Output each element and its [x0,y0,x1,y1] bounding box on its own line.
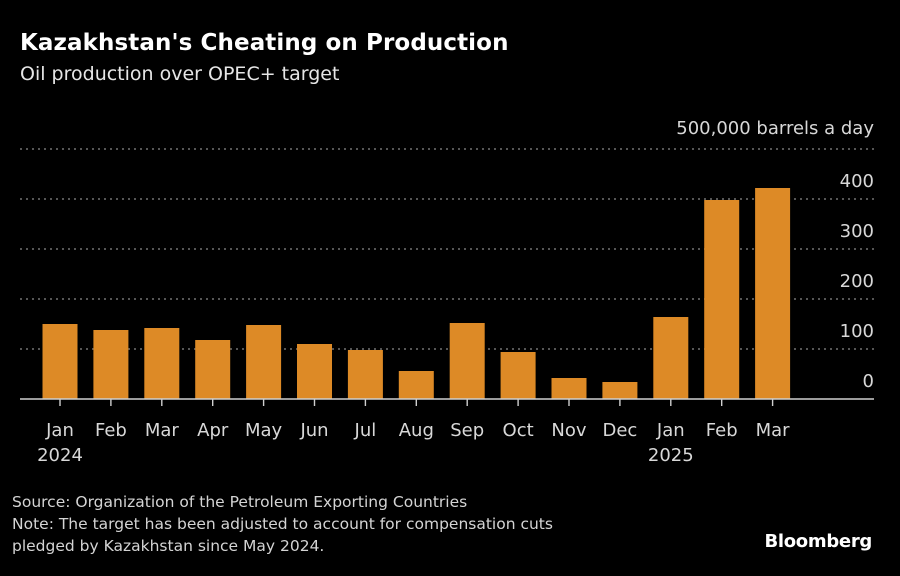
bloomberg-logo: Bloomberg [764,531,872,552]
x-tick-label: Jan [656,420,685,441]
chart-subtitle: Oil production over OPEC+ target [20,63,340,85]
x-tick-label: Jul [354,420,377,441]
bar-jan-12 [653,317,689,399]
bars [42,188,791,399]
x-tick-label: Sep [450,420,484,441]
x-tick-label: Apr [197,420,229,441]
bar-may-4 [246,325,282,399]
x-tick-label: Aug [399,420,434,441]
bar-jul-6 [347,350,383,399]
bar-dec-11 [602,382,638,399]
unit-label: 500,000 barrels a day [676,118,874,139]
x-tick-label: Mar [756,420,791,441]
x-tick-label: May [245,420,283,441]
x-tick-label: Jan [45,420,74,441]
y-tick-label: 0 [863,371,874,392]
chart-title: Kazakhstan's Cheating on Production [20,30,509,56]
x-tick-label: Oct [503,420,534,441]
x-tick-label: Jun [299,420,328,441]
bar-mar-2 [144,328,180,399]
x-year-label: 2025 [648,445,694,466]
y-tick-label: 100 [840,321,874,342]
source-note: Source: Organization of the Petroleum Ex… [12,493,468,511]
y-axis-ticks: 0 100 200 300 400 [840,171,874,392]
y-tick-label: 400 [840,171,874,192]
bar-jan-0 [42,324,78,399]
bar-aug-7 [398,371,434,399]
bar-oct-9 [500,352,536,399]
x-tick-label: Dec [602,420,637,441]
note-line-2: pledged by Kazakhstan since May 2024. [12,537,325,555]
bar-apr-3 [195,340,231,399]
bar-mar-14 [755,188,791,399]
x-axis: Jan Feb Mar Apr May Jun Jul Aug Sep Oct Nov Dec Jan F… [20,398,874,466]
bar-feb-13 [704,200,740,399]
bar-jun-5 [297,344,332,399]
gridlines [20,148,874,350]
x-year-label: 2024 [37,445,83,466]
bar-sep-8 [449,323,485,399]
x-tick-label: Mar [145,420,180,441]
bar-nov-10 [551,378,587,399]
y-tick-label: 200 [840,271,874,292]
x-tick-label: Feb [95,420,127,441]
x-tick-label: Feb [706,420,738,441]
y-tick-label: 300 [840,221,874,242]
note-line-1: Note: The target has been adjusted to ac… [12,515,553,533]
chart-footer: Source: Organization of the Petroleum Ex… [12,491,553,557]
bar-feb-1 [93,330,129,399]
x-tick-label: Nov [551,420,586,441]
